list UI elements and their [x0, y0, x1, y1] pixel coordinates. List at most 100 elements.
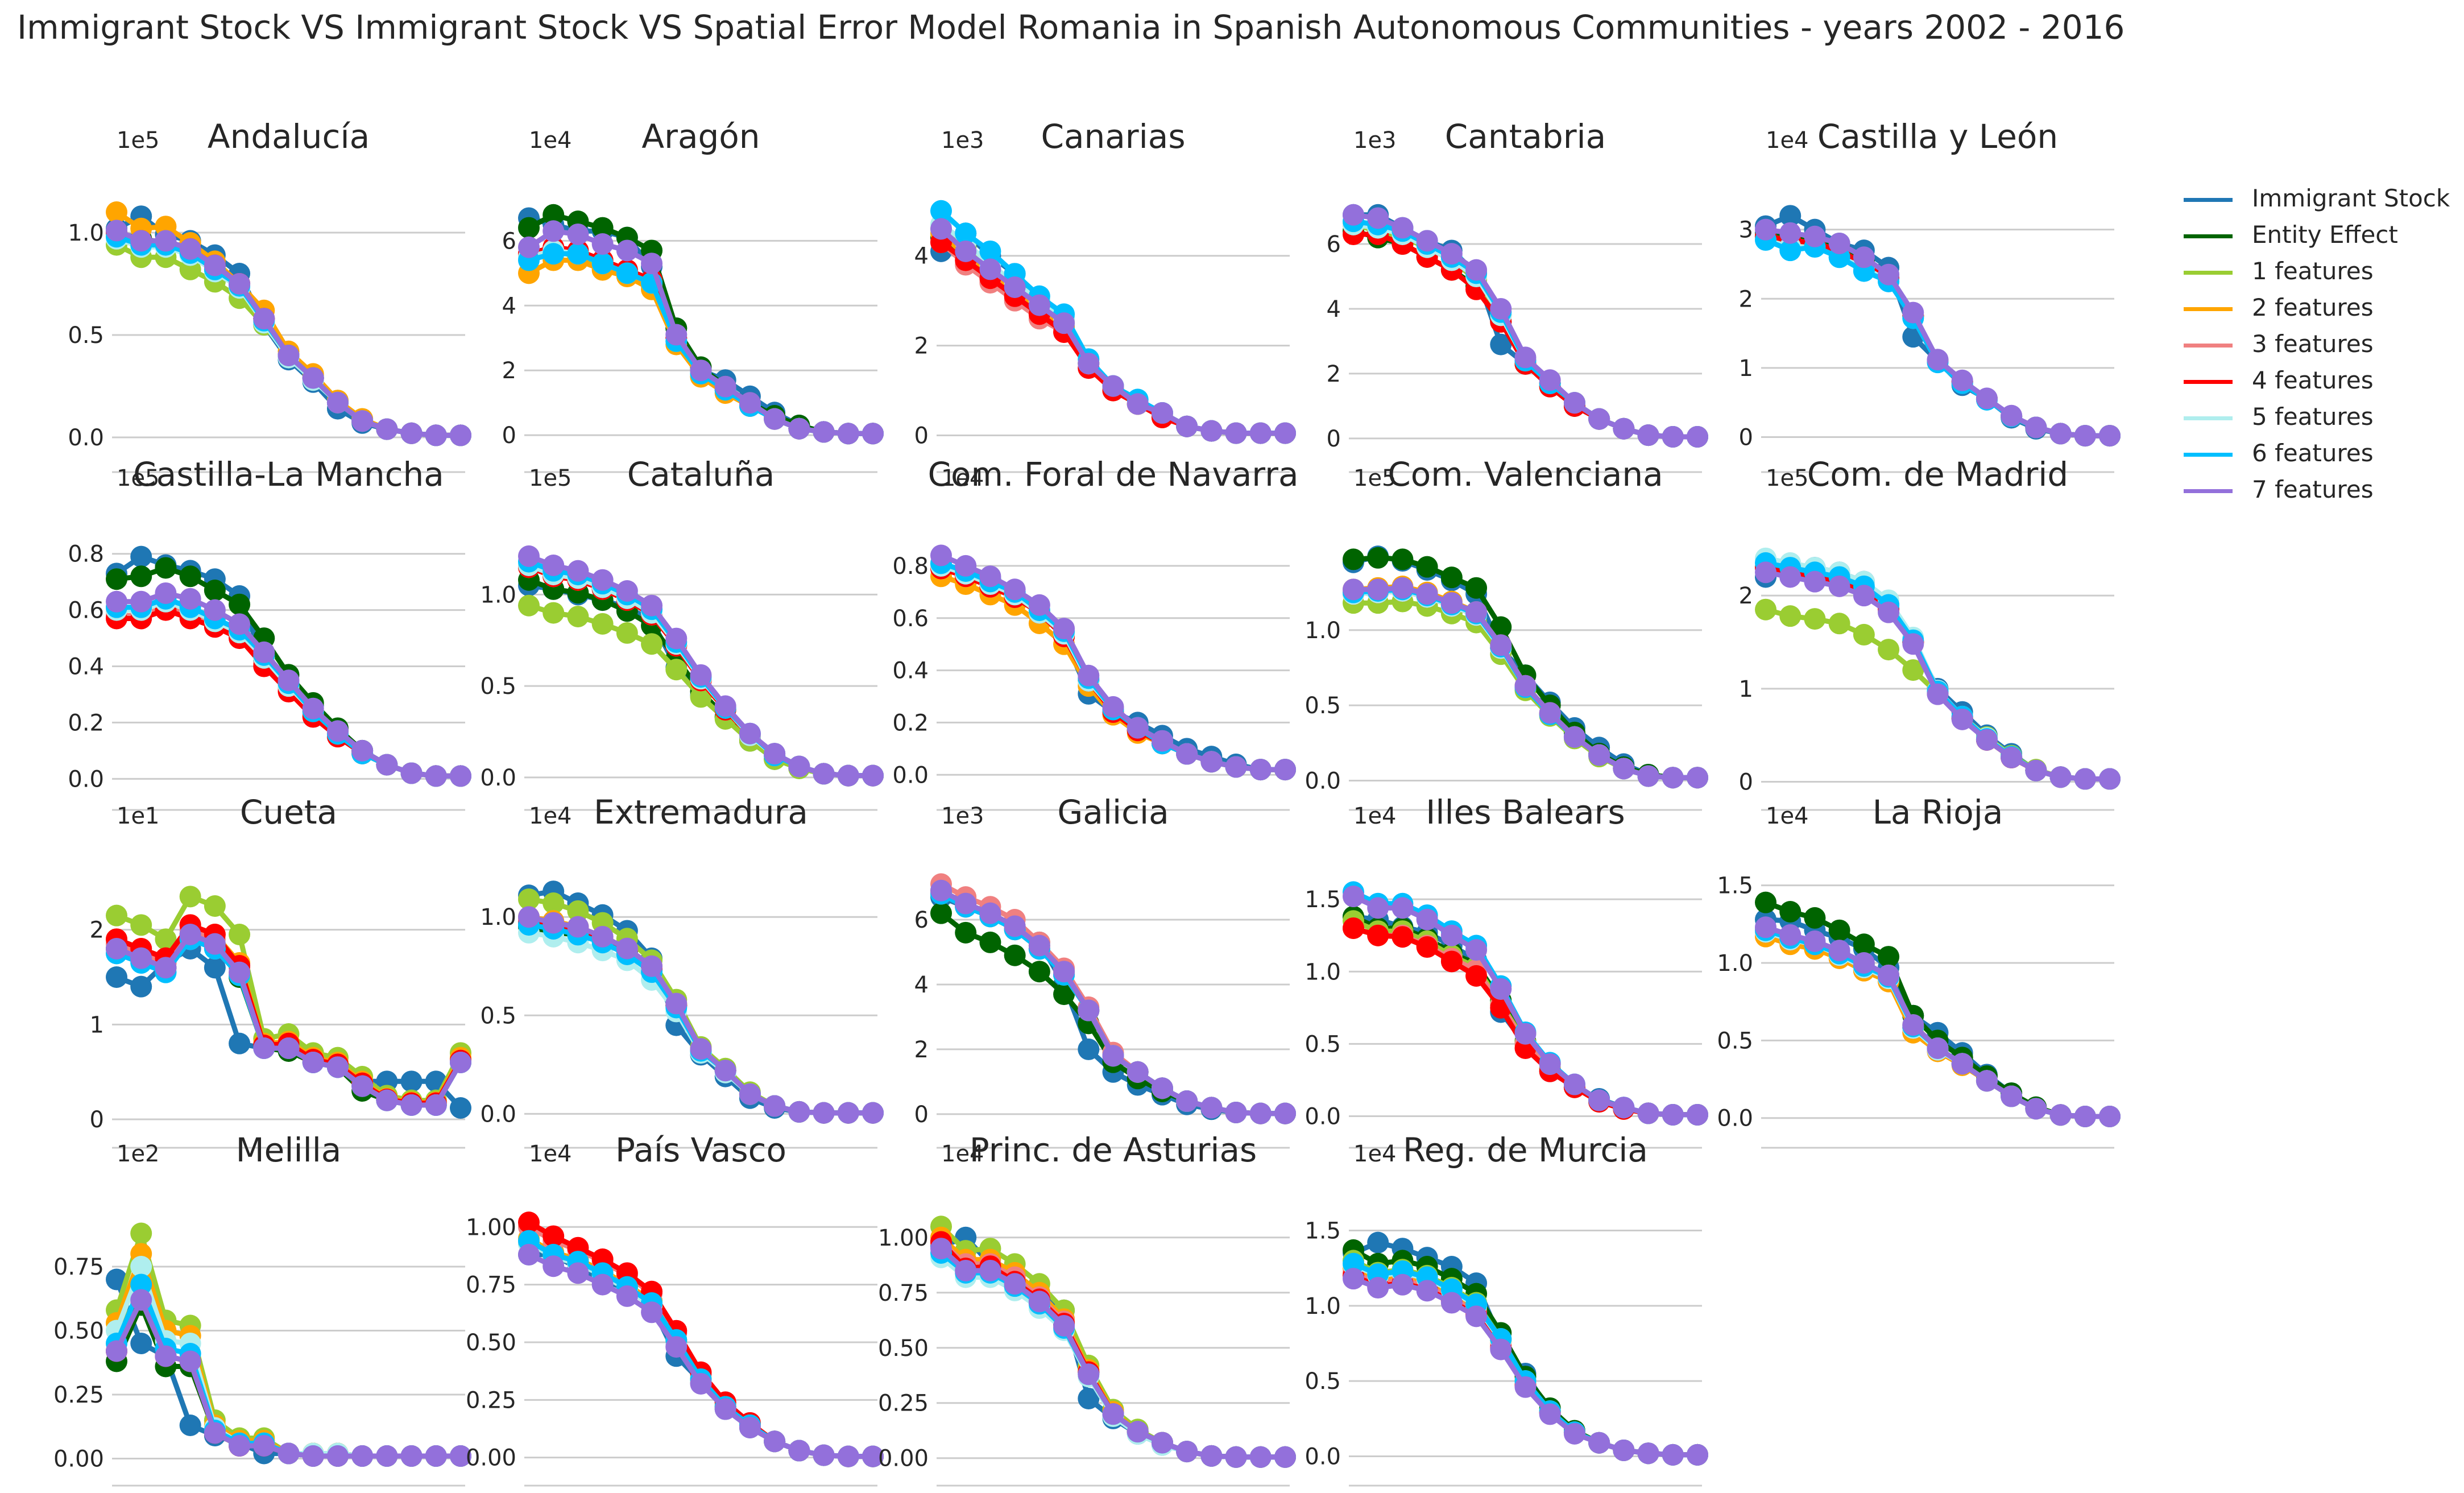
data-point	[788, 755, 810, 777]
data-point	[543, 243, 565, 265]
y-tick-label: 0.00	[53, 1446, 104, 1473]
subplot: 0.0 0.5 1.0 1.5 1e4 Reg. de Murcia	[1305, 1131, 1708, 1487]
data-point	[1343, 548, 1364, 570]
data-point	[229, 613, 251, 635]
axis-multiplier: 1e2	[117, 1141, 160, 1167]
series-line	[526, 247, 876, 436]
legend-line	[2184, 271, 2233, 275]
axis-multiplier: 1e3	[1353, 127, 1397, 154]
data-point	[204, 957, 226, 979]
data-point	[567, 223, 589, 245]
data-point	[1274, 759, 1296, 781]
data-point	[1465, 601, 1488, 623]
data-point	[1127, 717, 1149, 739]
data-point	[1343, 917, 1364, 939]
data-point	[1367, 207, 1389, 229]
subplot-title: Com. Foral de Navarra	[927, 455, 1298, 494]
data-point	[1416, 936, 1438, 958]
data-point	[862, 1445, 884, 1467]
data-point	[1951, 1053, 1973, 1075]
data-point	[955, 921, 977, 944]
data-point	[1878, 601, 1900, 623]
data-point	[155, 582, 177, 604]
data-point	[253, 1435, 275, 1457]
series-line	[1351, 1265, 1700, 1458]
y-tick-label: 1.0	[480, 582, 516, 608]
data-point	[1976, 729, 1998, 751]
data-point	[1755, 598, 1776, 621]
subplot-title: Andalucía	[208, 117, 370, 156]
data-point	[665, 324, 688, 346]
axis-multiplier: 1e4	[1766, 803, 1809, 829]
data-point	[1490, 297, 1512, 320]
data-point	[1367, 547, 1389, 569]
data-point	[1588, 408, 1610, 430]
series-line	[1351, 231, 1700, 440]
data-point	[1102, 1045, 1124, 1067]
data-point	[1613, 1097, 1635, 1119]
data-point	[179, 886, 201, 908]
data-point	[862, 764, 884, 787]
data-point	[641, 633, 663, 655]
data-point	[1828, 940, 1850, 962]
data-point	[690, 1372, 712, 1395]
data-point	[1755, 561, 1776, 584]
data-point	[690, 359, 712, 382]
legend-label: 7 features	[2252, 475, 2374, 503]
data-point	[1367, 578, 1389, 601]
data-point	[1416, 583, 1438, 605]
subplot-title: Cataluña	[627, 455, 775, 494]
data-point	[930, 1238, 952, 1260]
y-tick-label: 4	[1327, 296, 1341, 322]
series-line	[1763, 565, 2113, 781]
y-tick-label: 1.0	[1305, 618, 1341, 644]
data-point	[302, 697, 324, 719]
data-point	[739, 392, 761, 414]
data-point	[1392, 897, 1414, 919]
legend-line	[2184, 344, 2233, 348]
data-point	[641, 955, 663, 977]
data-point	[106, 568, 127, 590]
y-tick-label: 0.5	[480, 1003, 516, 1029]
data-point	[813, 1102, 835, 1124]
data-point	[2099, 425, 2121, 447]
legend-line	[2184, 416, 2233, 420]
data-point	[204, 933, 226, 955]
data-point	[1804, 930, 1826, 952]
data-point	[400, 1070, 423, 1093]
data-point	[1078, 1363, 1100, 1386]
data-point	[616, 622, 638, 644]
data-point	[1902, 659, 1924, 681]
data-point	[764, 408, 786, 430]
data-point	[2049, 423, 2072, 445]
data-point	[1392, 926, 1414, 948]
axis-multiplier: 1e3	[941, 127, 984, 154]
data-point	[665, 992, 688, 1015]
y-tick-label: 0.75	[53, 1254, 104, 1280]
y-tick-label: 1.0	[68, 220, 104, 246]
data-point	[739, 1083, 761, 1105]
data-point	[764, 1430, 786, 1453]
axis-multiplier: 1e4	[1353, 1141, 1397, 1167]
data-point	[518, 545, 540, 567]
data-point	[1465, 965, 1488, 987]
data-point	[1200, 420, 1223, 442]
series-line	[1763, 237, 2113, 439]
y-tick-label: 0	[1739, 769, 1753, 795]
axis-multiplier: 1e3	[941, 803, 984, 829]
data-point	[1779, 566, 1802, 588]
data-point	[1637, 765, 1659, 787]
data-point	[714, 1398, 736, 1420]
subplot-title: Melilla	[236, 1131, 342, 1169]
subplot: 0.0 0.5 1.0 1e5 Andalucía	[68, 117, 471, 473]
data-point	[930, 902, 952, 924]
y-tick-label: 0.6	[68, 598, 104, 624]
data-point	[1779, 222, 1802, 244]
data-point	[1416, 556, 1438, 578]
data-point	[1249, 759, 1272, 781]
data-point	[1102, 1403, 1124, 1425]
